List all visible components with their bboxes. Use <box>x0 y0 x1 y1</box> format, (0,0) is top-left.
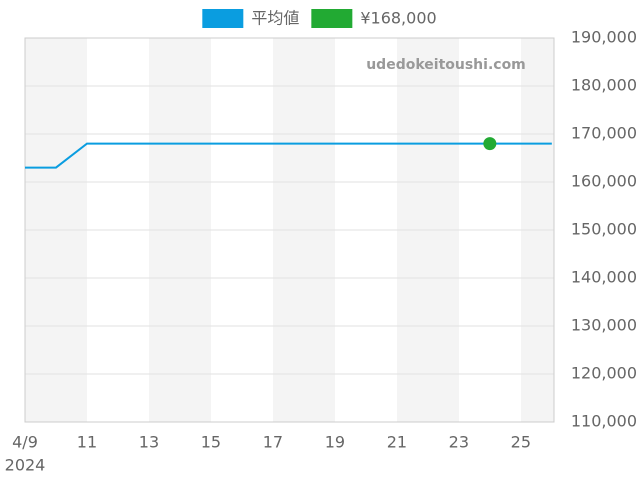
legend-label: 平均値 <box>251 9 299 28</box>
legend-swatch <box>202 9 244 28</box>
legend-swatch <box>311 9 353 28</box>
x-tick-label: 19 <box>325 433 345 452</box>
y-tick-label: 140,000 <box>571 268 637 287</box>
x-tick-label: 21 <box>387 433 407 452</box>
x-tick-label: 15 <box>201 433 221 452</box>
legend-label: ¥168,000 <box>360 9 436 28</box>
watermark: udedokeitoushi.com <box>366 57 526 73</box>
plot-border <box>24 37 555 423</box>
line <box>25 142 552 169</box>
x-tick-label: 13 <box>139 433 159 452</box>
x-sub-label: 2024 <box>5 456 46 475</box>
x-tick-label: 25 <box>511 433 531 452</box>
y-tick-label: 120,000 <box>571 364 637 383</box>
y-tick-label: 130,000 <box>571 316 637 335</box>
y-tick-label: 110,000 <box>571 412 637 431</box>
point <box>483 137 497 151</box>
y-tick-label: 180,000 <box>571 76 637 95</box>
x-tick-label: 4/9 <box>12 433 38 452</box>
x-tick-label: 17 <box>263 433 283 452</box>
y-tick-label: 170,000 <box>571 124 637 143</box>
x-tick-label: 11 <box>77 433 97 452</box>
x-tick-label: 23 <box>449 433 469 452</box>
y-tick-label: 190,000 <box>571 28 637 47</box>
y-tick-label: 160,000 <box>571 172 637 191</box>
y-tick-label: 150,000 <box>571 220 637 239</box>
